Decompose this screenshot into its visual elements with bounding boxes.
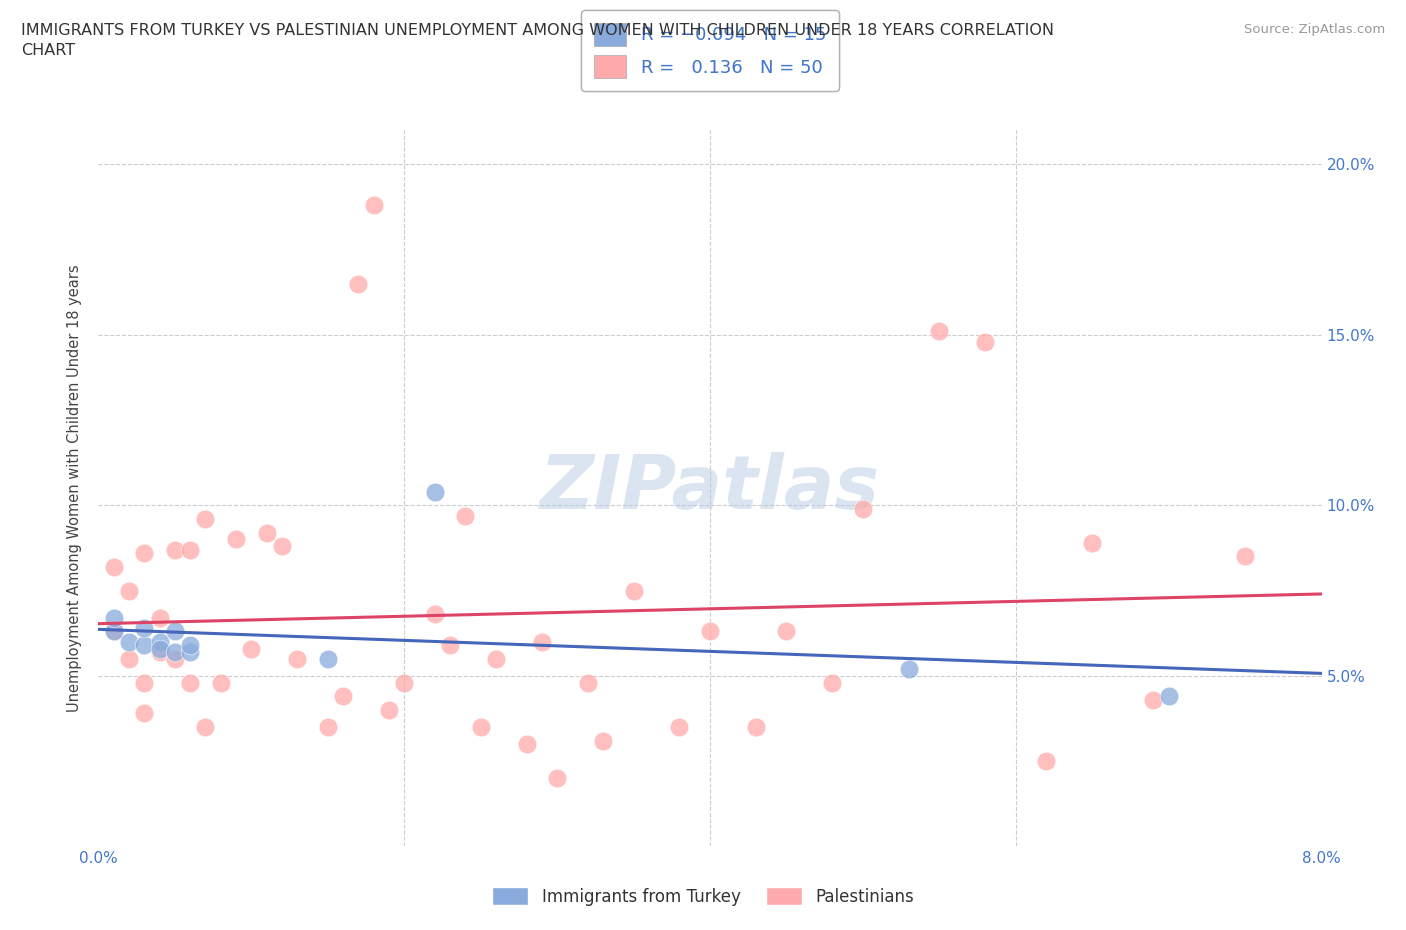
Point <box>1142 692 1164 707</box>
Point <box>392 675 416 690</box>
Point <box>347 276 370 291</box>
Point <box>118 634 141 649</box>
Point <box>270 538 294 553</box>
Point <box>134 706 156 721</box>
Point <box>668 720 690 735</box>
Point <box>821 675 844 690</box>
Point <box>163 624 186 639</box>
Point <box>745 720 768 735</box>
Point <box>103 624 125 639</box>
Point <box>103 624 125 639</box>
Point <box>576 675 599 690</box>
Point <box>194 512 217 526</box>
Point <box>363 198 385 213</box>
Point <box>423 485 446 499</box>
Point <box>1234 549 1257 564</box>
Point <box>470 720 492 735</box>
Point <box>897 661 920 676</box>
Point <box>134 620 156 635</box>
Point <box>163 651 186 666</box>
Point <box>194 720 217 735</box>
Point <box>118 583 141 598</box>
Point <box>209 675 232 690</box>
Text: Source: ZipAtlas.com: Source: ZipAtlas.com <box>1244 23 1385 36</box>
Text: IMMIGRANTS FROM TURKEY VS PALESTINIAN UNEMPLOYMENT AMONG WOMEN WITH CHILDREN UND: IMMIGRANTS FROM TURKEY VS PALESTINIAN UN… <box>21 23 1054 58</box>
Point <box>623 583 645 598</box>
Y-axis label: Unemployment Among Women with Children Under 18 years: Unemployment Among Women with Children U… <box>67 264 83 712</box>
Point <box>163 644 186 659</box>
Point <box>423 607 446 622</box>
Point <box>103 610 125 625</box>
Point <box>149 644 172 659</box>
Point <box>256 525 278 540</box>
Point <box>485 651 508 666</box>
Point <box>149 634 172 649</box>
Point <box>699 624 721 639</box>
Point <box>592 733 614 748</box>
Point <box>1081 536 1104 551</box>
Point <box>974 334 997 349</box>
Point <box>179 644 201 659</box>
Legend: Immigrants from Turkey, Palestinians: Immigrants from Turkey, Palestinians <box>485 881 921 912</box>
Point <box>332 689 354 704</box>
Point <box>1035 753 1057 768</box>
Point <box>852 501 875 516</box>
Point <box>240 641 263 656</box>
Point <box>134 675 156 690</box>
Point <box>516 737 538 751</box>
Legend: R = −0.094   N = 15, R =   0.136   N = 50: R = −0.094 N = 15, R = 0.136 N = 50 <box>581 10 839 91</box>
Point <box>378 702 401 717</box>
Point <box>439 638 461 653</box>
Point <box>225 532 247 547</box>
Point <box>1157 689 1180 704</box>
Point <box>179 542 201 557</box>
Point <box>546 771 568 786</box>
Point <box>134 546 156 561</box>
Point <box>316 651 339 666</box>
Point <box>149 610 172 625</box>
Point <box>163 542 186 557</box>
Point <box>928 324 950 339</box>
Point <box>179 638 201 653</box>
Point <box>134 638 156 653</box>
Point <box>530 634 553 649</box>
Point <box>103 559 125 574</box>
Point <box>149 641 172 656</box>
Point <box>179 675 201 690</box>
Point <box>775 624 797 639</box>
Text: ZIPatlas: ZIPatlas <box>540 452 880 525</box>
Point <box>285 651 308 666</box>
Point <box>316 720 339 735</box>
Point <box>118 651 141 666</box>
Point <box>454 508 477 523</box>
